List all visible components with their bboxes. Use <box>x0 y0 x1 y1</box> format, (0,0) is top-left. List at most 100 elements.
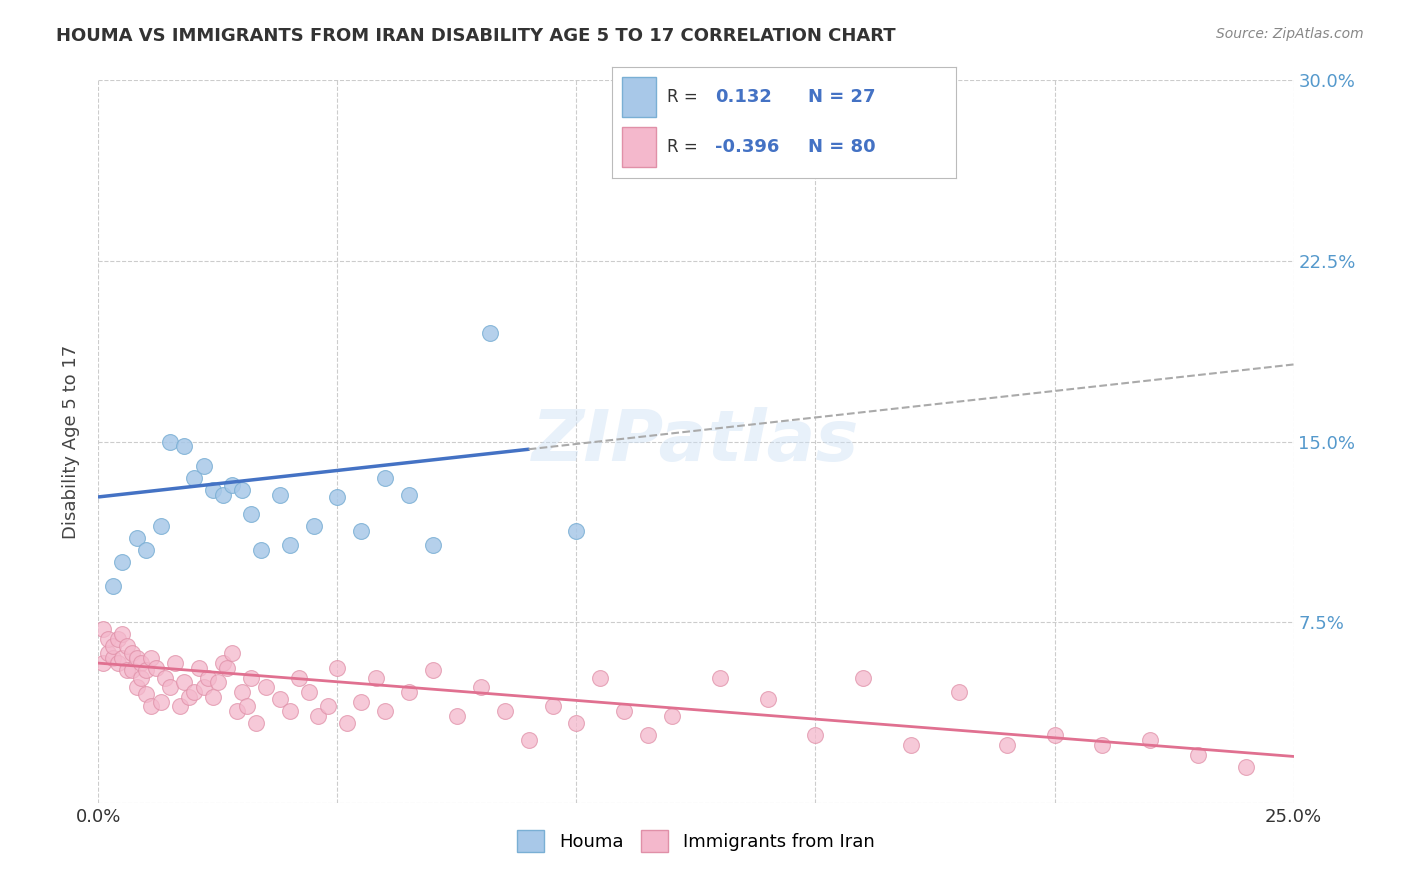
Point <box>709 671 731 685</box>
Point <box>202 483 225 497</box>
Point <box>111 627 134 641</box>
Point <box>541 699 564 714</box>
Point <box>121 664 143 678</box>
Point <box>245 716 267 731</box>
Point <box>302 518 325 533</box>
Text: ZIPatlas: ZIPatlas <box>533 407 859 476</box>
Point <box>1139 733 1161 747</box>
Point <box>231 483 253 497</box>
Point <box>326 661 349 675</box>
Point <box>565 524 588 538</box>
Point <box>336 716 359 731</box>
Point <box>131 671 153 685</box>
Point <box>125 531 148 545</box>
Point <box>350 695 373 709</box>
Point <box>135 542 157 557</box>
Point <box>101 639 124 653</box>
Point <box>115 639 138 653</box>
Point <box>193 680 215 694</box>
Point <box>183 470 205 484</box>
Point <box>364 671 387 685</box>
Point <box>163 656 186 670</box>
Point <box>125 680 148 694</box>
Point <box>115 664 138 678</box>
Point <box>613 704 636 718</box>
Point <box>350 524 373 538</box>
Point <box>221 478 243 492</box>
Point <box>91 656 114 670</box>
Point <box>995 738 1018 752</box>
Point <box>97 632 120 646</box>
Point <box>179 690 201 704</box>
Point <box>250 542 273 557</box>
Point <box>101 579 124 593</box>
Point <box>278 538 301 552</box>
Y-axis label: Disability Age 5 to 17: Disability Age 5 to 17 <box>62 344 80 539</box>
Point <box>135 664 157 678</box>
Point <box>211 487 233 501</box>
Point <box>107 632 129 646</box>
Point <box>254 680 277 694</box>
Bar <box>621 77 657 117</box>
Point <box>135 687 157 701</box>
Text: 0.132: 0.132 <box>716 88 772 106</box>
Point <box>139 651 162 665</box>
Point <box>226 704 249 718</box>
Point <box>173 675 195 690</box>
Point <box>101 651 124 665</box>
Point <box>207 675 229 690</box>
Bar <box>621 128 657 168</box>
Point <box>307 709 329 723</box>
Point <box>169 699 191 714</box>
Point <box>111 651 134 665</box>
Text: Source: ZipAtlas.com: Source: ZipAtlas.com <box>1216 27 1364 41</box>
Point <box>173 439 195 453</box>
Point <box>125 651 148 665</box>
Point <box>422 538 444 552</box>
Point <box>699 150 721 164</box>
Point <box>131 656 153 670</box>
Point <box>1234 760 1257 774</box>
Point <box>202 690 225 704</box>
Text: HOUMA VS IMMIGRANTS FROM IRAN DISABILITY AGE 5 TO 17 CORRELATION CHART: HOUMA VS IMMIGRANTS FROM IRAN DISABILITY… <box>56 27 896 45</box>
Point <box>446 709 468 723</box>
Point <box>637 728 659 742</box>
Point <box>235 699 257 714</box>
Point <box>269 487 291 501</box>
Point <box>948 685 970 699</box>
Point <box>1091 738 1114 752</box>
Point <box>900 738 922 752</box>
Point <box>1187 747 1209 762</box>
Point <box>107 656 129 670</box>
Point <box>269 692 291 706</box>
Point <box>804 728 827 742</box>
Point <box>159 680 181 694</box>
Point <box>278 704 301 718</box>
Point <box>316 699 339 714</box>
Point <box>398 685 420 699</box>
Point <box>398 487 420 501</box>
Point <box>842 117 865 131</box>
Point <box>145 661 167 675</box>
Point <box>240 671 263 685</box>
Point <box>298 685 321 699</box>
Legend: Houma, Immigrants from Iran: Houma, Immigrants from Iran <box>510 822 882 859</box>
Point <box>197 671 219 685</box>
Point <box>183 685 205 699</box>
Text: N = 27: N = 27 <box>808 88 876 106</box>
Point <box>149 695 172 709</box>
Text: -0.396: -0.396 <box>716 138 779 156</box>
Point <box>121 647 143 661</box>
Text: R =: R = <box>666 138 697 156</box>
Point <box>374 704 396 718</box>
Point <box>155 671 177 685</box>
Point <box>159 434 181 449</box>
Point <box>231 685 253 699</box>
Point <box>565 716 588 731</box>
Point <box>422 664 444 678</box>
Point <box>589 671 612 685</box>
Point <box>517 733 540 747</box>
Point <box>217 661 239 675</box>
Point <box>326 490 349 504</box>
Point <box>494 704 516 718</box>
